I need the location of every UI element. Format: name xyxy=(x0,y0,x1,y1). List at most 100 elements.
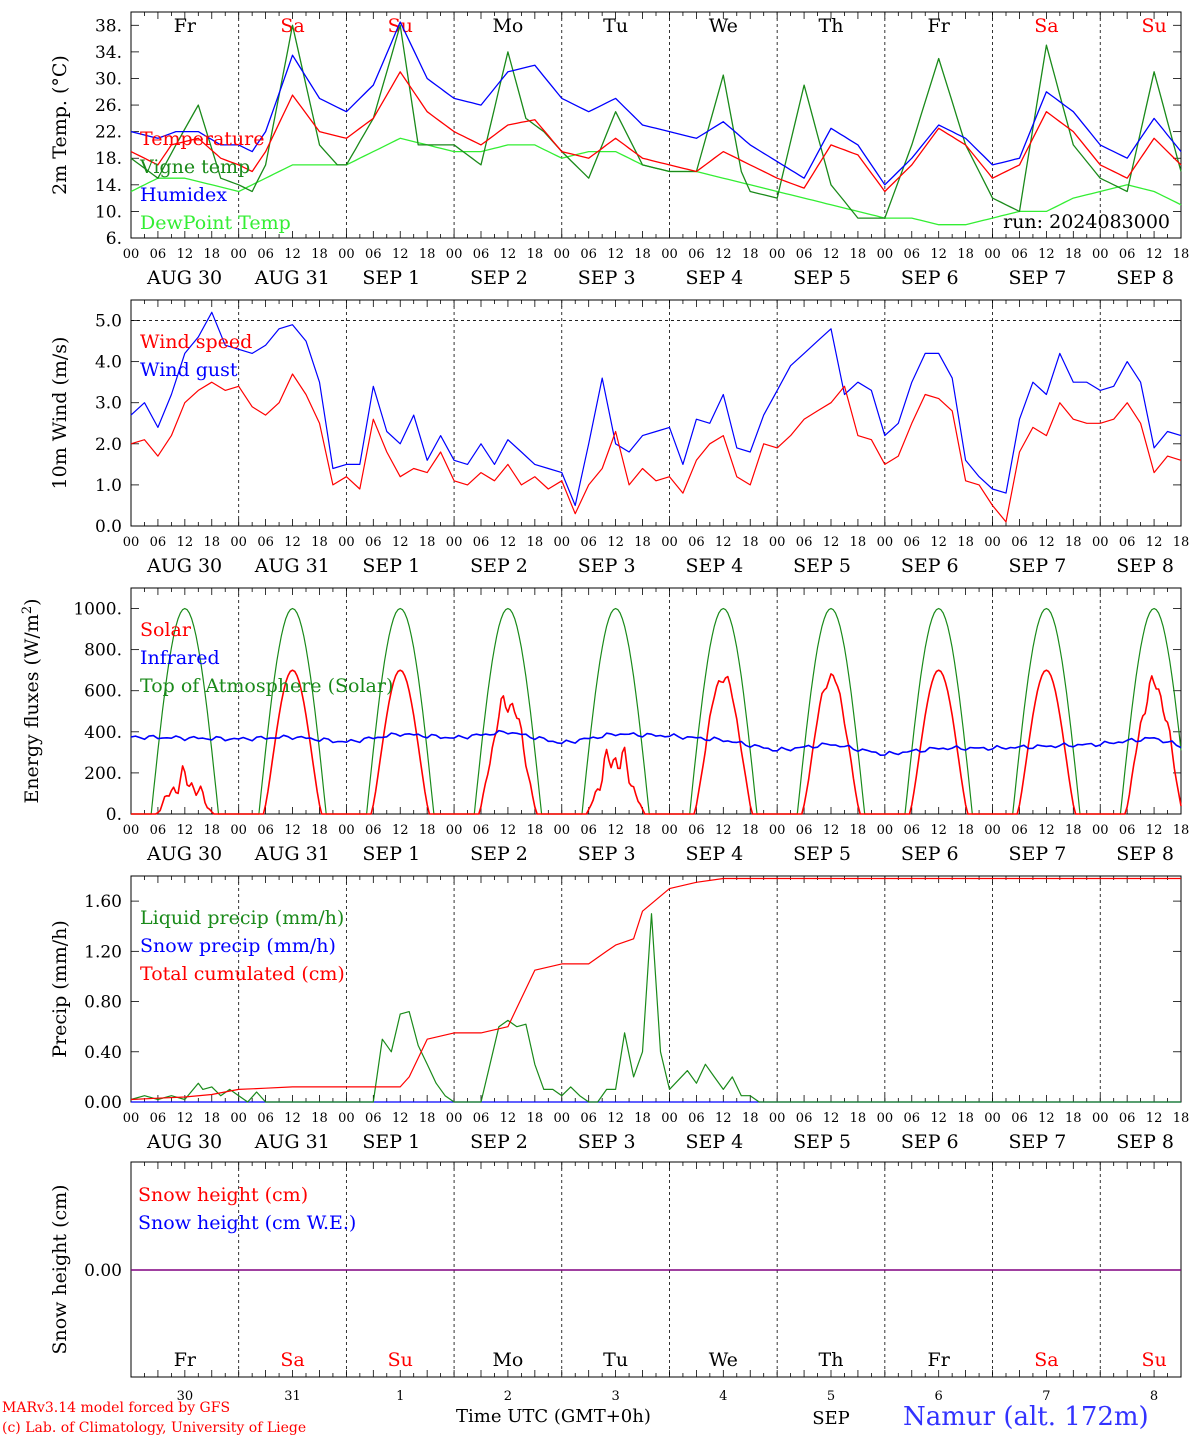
hour-tick-label: 00 xyxy=(123,247,140,262)
day-number: 31 xyxy=(284,1389,301,1404)
date-label: SEP 5 xyxy=(793,1131,851,1153)
hour-tick-label: 06 xyxy=(903,535,920,550)
legend-snow-precip-mm-h: Snow precip (mm/h) xyxy=(140,935,336,957)
hour-tick-label: 06 xyxy=(796,247,813,262)
date-label: SEP 2 xyxy=(470,267,528,289)
date-label: SEP 1 xyxy=(362,267,420,289)
hour-tick-label: 12 xyxy=(500,535,517,550)
hour-tick-label: 18 xyxy=(203,247,220,262)
run-label: run: 2024083000 xyxy=(1003,211,1170,233)
day-number: 7 xyxy=(1042,1389,1050,1404)
hour-tick-label: 18 xyxy=(1065,535,1082,550)
date-label: SEP 3 xyxy=(578,843,636,865)
hour-tick-label: 18 xyxy=(1173,823,1190,838)
date-label: AUG 31 xyxy=(254,267,330,289)
hour-tick-label: 12 xyxy=(715,247,732,262)
hour-tick-label: 00 xyxy=(338,823,355,838)
hour-tick-label: 12 xyxy=(392,247,409,262)
hour-tick-label: 00 xyxy=(123,1111,140,1126)
hour-tick-label: 12 xyxy=(823,823,840,838)
hour-tick-label: 18 xyxy=(742,823,759,838)
hour-tick-label: 00 xyxy=(230,247,247,262)
hour-tick-label: 00 xyxy=(553,823,570,838)
y-tick-label: 1.20 xyxy=(84,942,122,962)
y-tick-label: 5.0 xyxy=(95,312,122,332)
hour-tick-label: 00 xyxy=(446,247,463,262)
hour-tick-label: 18 xyxy=(203,1111,220,1126)
hour-tick-label: 18 xyxy=(527,247,544,262)
hour-tick-label: 00 xyxy=(553,247,570,262)
y-tick-label: 1000. xyxy=(73,600,122,620)
panel-5: 0.00 Snow height (cm) Snow height (cm) Snow… xyxy=(49,1161,1182,1429)
date-label: SEP 3 xyxy=(578,555,636,577)
y-tick-label: 38. xyxy=(95,16,122,36)
hour-tick-label: 18 xyxy=(311,823,328,838)
hour-tick-label: 00 xyxy=(769,823,786,838)
legend-snow-height-cm: Snow height (cm) xyxy=(138,1184,308,1206)
day-label: Su xyxy=(1141,1349,1166,1371)
hour-tick-label: 12 xyxy=(930,1111,947,1126)
hour-tick-label: 12 xyxy=(177,823,194,838)
date-label: SEP 1 xyxy=(362,1131,420,1153)
legend-top-of-atmosphere-solar: Top of Atmosphere (Solar) xyxy=(140,675,393,697)
legend-dewpoint-temp: DewPoint Temp xyxy=(140,212,291,234)
hour-tick-label: 18 xyxy=(957,535,974,550)
hour-tick-label: 06 xyxy=(257,823,274,838)
y-axis-label: 2m Temp. (°C) xyxy=(49,55,71,195)
y-tick-label: 0.00 xyxy=(84,1261,122,1281)
y-tick-label: 800. xyxy=(84,641,122,661)
hour-tick-label: 18 xyxy=(742,247,759,262)
hour-tick-label: 00 xyxy=(446,535,463,550)
hour-tick-label: 06 xyxy=(473,823,490,838)
hour-tick-label: 00 xyxy=(1092,823,1109,838)
date-label: AUG 31 xyxy=(254,1131,330,1153)
hour-tick-label: 18 xyxy=(203,823,220,838)
hour-tick-label: 12 xyxy=(1146,247,1163,262)
series-total-cumulated-cm xyxy=(130,877,1181,1101)
series-temperature xyxy=(130,71,1182,193)
hour-tick-label: 12 xyxy=(284,823,301,838)
y-tick-label: 0.80 xyxy=(84,993,122,1013)
hour-tick-label: 06 xyxy=(903,823,920,838)
y-tick-label: 10. xyxy=(95,202,122,222)
hour-tick-label: 00 xyxy=(877,247,894,262)
y-tick-label: 14. xyxy=(95,176,122,196)
hour-tick-label: 18 xyxy=(634,535,651,550)
hour-tick-label: 00 xyxy=(553,1111,570,1126)
date-label: SEP 8 xyxy=(1116,843,1174,865)
y-tick-label: 3.0 xyxy=(95,394,122,414)
y-tick-label: 6. xyxy=(106,229,122,249)
hour-tick-label: 12 xyxy=(930,247,947,262)
hour-tick-label: 18 xyxy=(634,1111,651,1126)
hour-tick-label: 06 xyxy=(580,247,597,262)
y-tick-label: 18. xyxy=(95,149,122,169)
hour-tick-label: 12 xyxy=(392,535,409,550)
hour-tick-label: 18 xyxy=(957,823,974,838)
hour-tick-label: 18 xyxy=(1065,1111,1082,1126)
hour-tick-label: 00 xyxy=(338,247,355,262)
hour-tick-label: 00 xyxy=(1092,247,1109,262)
y-tick-label: 34. xyxy=(95,43,122,63)
hour-tick-label: 00 xyxy=(123,535,140,550)
day-label: We xyxy=(709,1349,738,1371)
y-tick-label: 200. xyxy=(84,764,122,784)
series-wind-gust xyxy=(130,311,1182,507)
date-label: SEP 3 xyxy=(578,267,636,289)
hour-tick-label: 06 xyxy=(473,247,490,262)
hour-tick-label: 06 xyxy=(580,1111,597,1126)
hour-tick-label: 00 xyxy=(877,535,894,550)
hour-tick-label: 00 xyxy=(984,535,1001,550)
y-tick-label: 1.60 xyxy=(84,892,122,912)
hour-tick-label: 00 xyxy=(877,1111,894,1126)
date-label: SEP 4 xyxy=(685,555,743,577)
hour-tick-label: 18 xyxy=(850,1111,867,1126)
hour-tick-label: 00 xyxy=(553,535,570,550)
hour-tick-label: 18 xyxy=(311,535,328,550)
series-wind-speed xyxy=(130,373,1182,523)
day-label: Mo xyxy=(492,15,523,37)
y-axis-label-sup: 2 xyxy=(20,606,35,614)
y-tick-label: 4.0 xyxy=(95,353,122,373)
hour-tick-label: 06 xyxy=(688,823,705,838)
hour-tick-label: 18 xyxy=(311,247,328,262)
date-label: SEP 7 xyxy=(1009,843,1067,865)
